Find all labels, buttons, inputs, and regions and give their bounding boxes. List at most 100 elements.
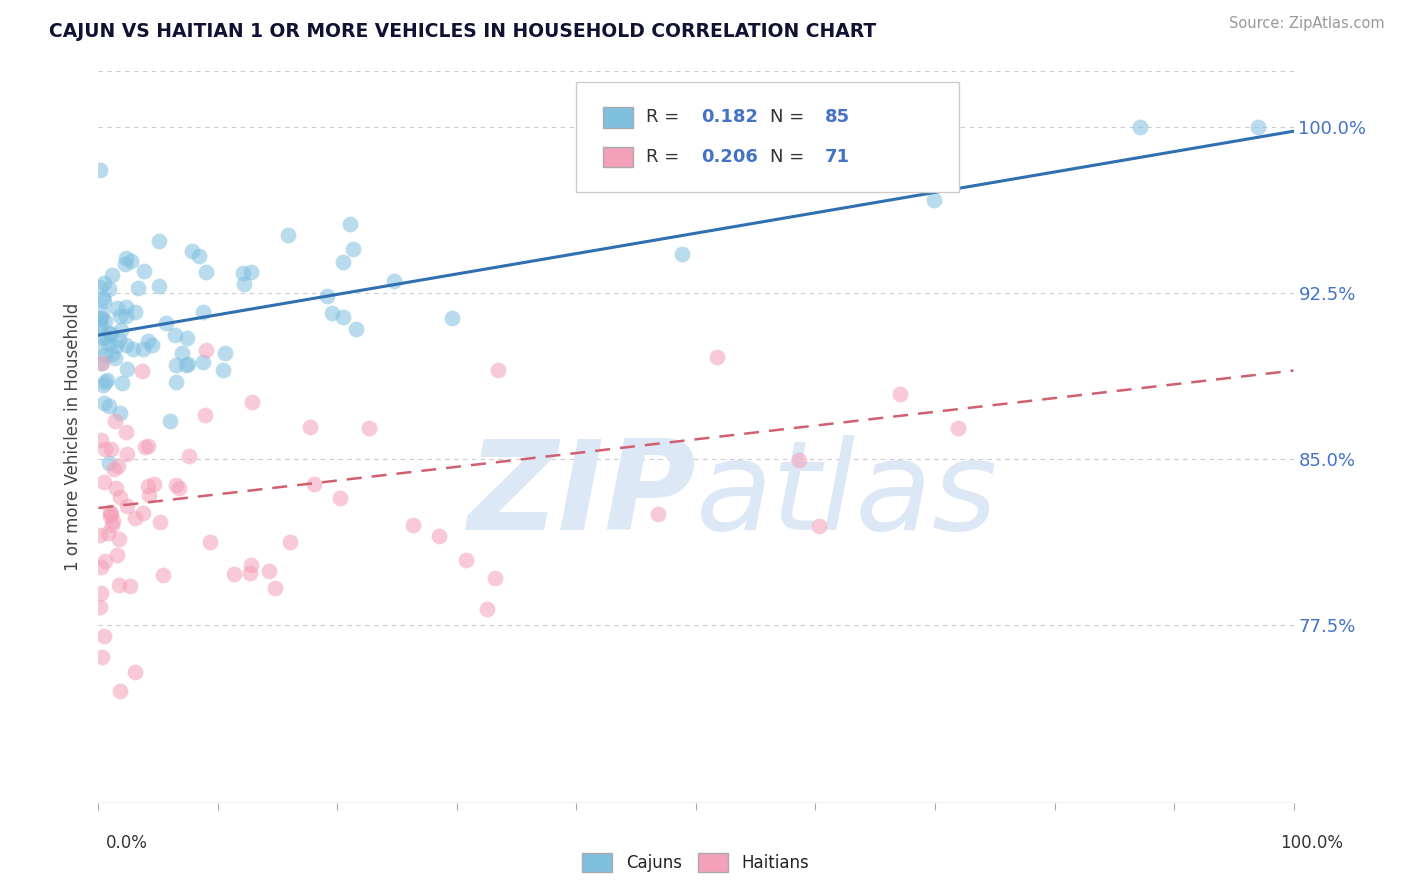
Point bbox=[136, 478, 159, 492]
Point bbox=[278, 534, 301, 549]
Point bbox=[427, 529, 450, 543]
Point bbox=[94, 330, 117, 344]
Point bbox=[706, 351, 728, 365]
Point bbox=[114, 257, 136, 271]
Point bbox=[194, 408, 217, 422]
Point bbox=[105, 549, 128, 563]
Point bbox=[110, 323, 132, 337]
Point bbox=[108, 491, 131, 505]
Text: CAJUN VS HAITIAN 1 OR MORE VEHICLES IN HOUSEHOLD CORRELATION CHART: CAJUN VS HAITIAN 1 OR MORE VEHICLES IN H… bbox=[49, 22, 876, 41]
Point bbox=[195, 343, 218, 358]
Point bbox=[165, 375, 187, 389]
Point bbox=[120, 579, 142, 593]
Point bbox=[97, 399, 120, 413]
Point bbox=[131, 364, 153, 378]
Point bbox=[191, 305, 214, 319]
Point bbox=[104, 414, 127, 428]
Point bbox=[115, 447, 138, 461]
Point bbox=[105, 301, 128, 315]
Point bbox=[94, 347, 117, 361]
Point bbox=[115, 338, 138, 352]
Point bbox=[401, 518, 423, 533]
Point bbox=[143, 477, 166, 491]
Point bbox=[329, 491, 352, 505]
Point bbox=[98, 327, 121, 342]
Point bbox=[100, 442, 122, 457]
Text: R =: R = bbox=[645, 148, 685, 166]
Point bbox=[889, 387, 911, 401]
Point bbox=[298, 420, 321, 434]
Point bbox=[671, 247, 693, 261]
Point bbox=[232, 266, 254, 280]
Point bbox=[89, 163, 111, 178]
Point bbox=[321, 306, 343, 320]
FancyBboxPatch shape bbox=[603, 146, 633, 167]
Point bbox=[96, 373, 118, 387]
Point bbox=[475, 601, 498, 615]
Point bbox=[191, 355, 214, 369]
Point bbox=[91, 356, 114, 370]
Point bbox=[198, 535, 221, 549]
Point bbox=[152, 568, 174, 582]
Point bbox=[136, 439, 159, 453]
Point bbox=[93, 376, 115, 390]
Point bbox=[103, 462, 125, 476]
Point bbox=[359, 420, 381, 434]
Point bbox=[114, 309, 136, 323]
Point bbox=[89, 311, 111, 326]
Point bbox=[344, 322, 367, 336]
Point bbox=[90, 560, 112, 574]
Point bbox=[440, 310, 463, 325]
Point bbox=[89, 318, 111, 332]
Point bbox=[90, 433, 112, 447]
Point bbox=[101, 346, 124, 360]
Point bbox=[93, 294, 115, 309]
Point bbox=[342, 242, 364, 256]
Text: 0.182: 0.182 bbox=[700, 109, 758, 127]
Point bbox=[484, 571, 506, 585]
Point bbox=[165, 478, 187, 492]
Point bbox=[108, 532, 131, 546]
Point bbox=[94, 442, 117, 456]
Point bbox=[104, 482, 127, 496]
Point bbox=[1247, 120, 1270, 134]
Point bbox=[316, 288, 339, 302]
Point bbox=[138, 488, 160, 502]
Point bbox=[165, 358, 187, 372]
Point bbox=[194, 265, 217, 279]
Point bbox=[257, 564, 280, 578]
Point bbox=[90, 650, 112, 665]
Point bbox=[148, 235, 170, 249]
Point bbox=[93, 396, 115, 410]
FancyBboxPatch shape bbox=[603, 107, 633, 128]
Point bbox=[93, 331, 115, 345]
Point bbox=[115, 499, 138, 513]
Legend: Cajuns, Haitians: Cajuns, Haitians bbox=[576, 846, 815, 879]
Point bbox=[239, 558, 262, 572]
Point bbox=[108, 333, 131, 347]
Point bbox=[339, 217, 361, 231]
Point bbox=[647, 507, 669, 521]
Point bbox=[104, 339, 127, 353]
Point bbox=[132, 507, 155, 521]
Point bbox=[89, 600, 111, 615]
Point bbox=[98, 326, 121, 341]
Point bbox=[127, 281, 149, 295]
Point bbox=[124, 665, 146, 679]
Text: 71: 71 bbox=[825, 148, 851, 166]
Point bbox=[155, 317, 177, 331]
Point bbox=[115, 361, 138, 376]
Point bbox=[120, 254, 142, 268]
Point bbox=[177, 357, 200, 371]
Text: N =: N = bbox=[770, 109, 810, 127]
Text: Source: ZipAtlas.com: Source: ZipAtlas.com bbox=[1229, 16, 1385, 31]
Text: ZIP: ZIP bbox=[467, 435, 696, 556]
Point bbox=[163, 327, 186, 342]
Point bbox=[222, 566, 245, 581]
Point bbox=[214, 345, 236, 359]
Point bbox=[98, 505, 121, 519]
Point bbox=[172, 346, 194, 360]
Point bbox=[134, 441, 156, 455]
Point bbox=[124, 305, 146, 319]
FancyBboxPatch shape bbox=[576, 82, 959, 192]
